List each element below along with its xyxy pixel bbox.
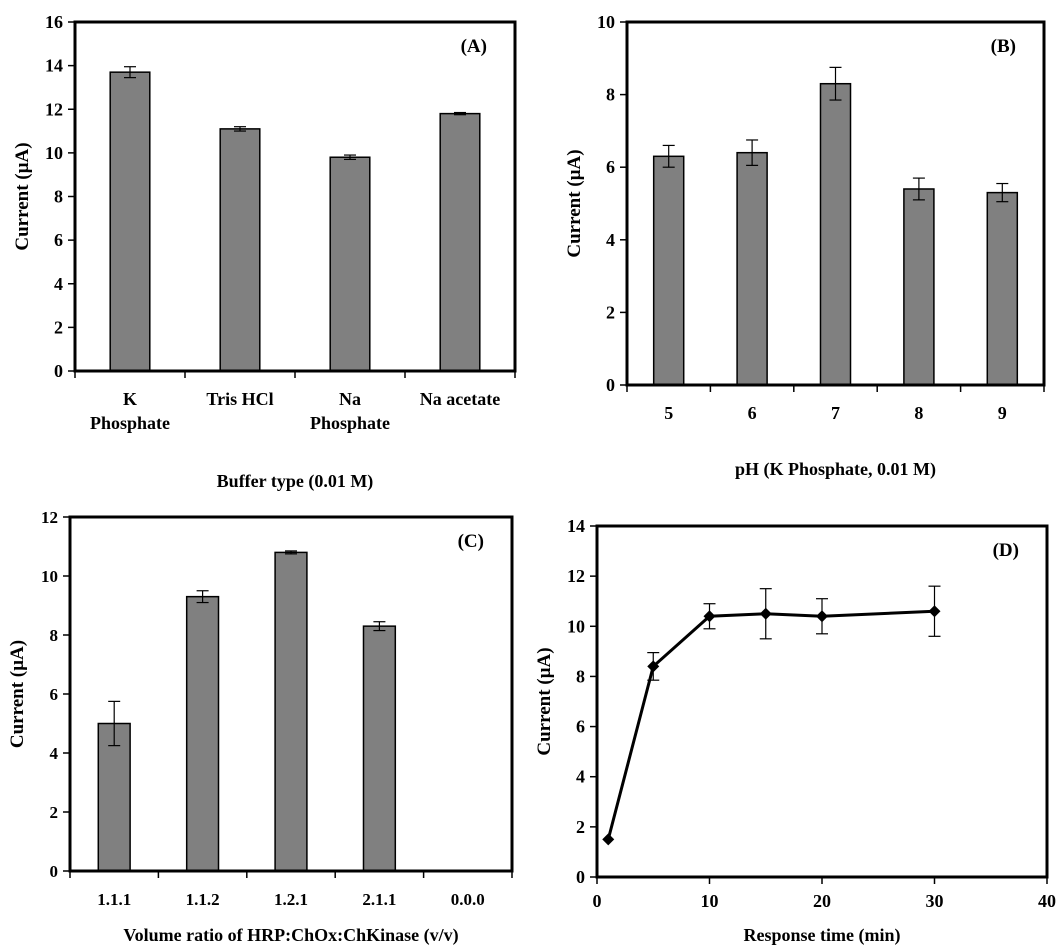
x-tick-label: 0 [593, 891, 602, 911]
y-tick-label: 10 [41, 567, 58, 586]
bar [986, 191, 1019, 386]
y-tick-label: 6 [54, 230, 63, 250]
y-tick-label: 0 [606, 375, 615, 395]
y-tick-label: 14 [567, 516, 585, 536]
bar [219, 128, 261, 372]
data-point [928, 605, 941, 618]
panel-label: (B) [991, 36, 1016, 57]
panel-label: (C) [458, 531, 484, 552]
x-tick-label: 30 [926, 891, 944, 911]
y-tick-label: 8 [576, 666, 585, 686]
y-tick-label: 6 [576, 717, 585, 737]
bar [903, 188, 935, 386]
y-tick-label: 4 [54, 274, 63, 294]
y-tick-label: 8 [54, 187, 63, 207]
x-tick-label: 2.1.1 [362, 890, 396, 909]
x-tick-label: 10 [701, 891, 719, 911]
plot-frame [595, 524, 1049, 879]
y-tick-label: 10 [45, 143, 63, 163]
plot-frame [73, 20, 517, 373]
y-tick-label: 8 [50, 626, 59, 645]
series-line [606, 609, 935, 840]
panel-label: (A) [461, 36, 487, 57]
x-tick-label: Na acetate [420, 389, 500, 409]
x-tick-label: K [123, 389, 137, 409]
y-axis-label: Current (µA) [7, 640, 28, 748]
y-axis-label: Current (µA) [534, 647, 555, 755]
plot-frame [68, 515, 514, 873]
y-tick-label: 4 [50, 744, 59, 763]
y-tick-label: 0 [54, 361, 63, 381]
bar [362, 625, 397, 872]
y-tick-label: 2 [54, 317, 63, 337]
x-tick-label: Phosphate [90, 413, 170, 433]
y-axis-label: Current (µA) [564, 149, 585, 257]
x-tick-label: Tris HCl [206, 389, 273, 409]
chart-panel-4: 0 2 4 6 8 10 12 14 Current (µA) 0 10 20 30 40 Response… [534, 516, 1056, 946]
chart-panel-1: 0 2 4 6 8 10 12 14 16 Current (µA) K Phosphate Tris … [12, 12, 517, 492]
bar [274, 551, 308, 872]
y-tick-label: 2 [50, 803, 59, 822]
x-tick-label: 0.0.0 [451, 890, 485, 909]
bar [819, 82, 852, 386]
x-tick-label: Phosphate [310, 413, 390, 433]
y-tick-label: 2 [606, 302, 615, 322]
panel-label: (D) [993, 540, 1019, 561]
y-axis-label: Current (µA) [12, 142, 33, 250]
x-axis-label: Buffer type (0.01 M) [217, 471, 374, 492]
y-tick-label: 4 [576, 767, 585, 787]
bar [652, 155, 685, 386]
y-tick-label: 12 [45, 99, 63, 119]
x-tick-label: 7 [831, 403, 840, 423]
data-point [703, 610, 716, 623]
bar [185, 595, 220, 872]
chart-panel-3: 0 2 4 6 8 10 12 Current (µA) 1.1.1 1.1.2 1.2.1 2.1.… [7, 508, 514, 946]
data-point [602, 833, 615, 846]
bar [97, 722, 131, 872]
y-tick-label: 12 [567, 566, 585, 586]
y-tick-label: 4 [606, 230, 615, 250]
y-tick-label: 6 [50, 685, 59, 704]
plot-frame [625, 20, 1046, 387]
bar [329, 156, 371, 372]
x-axis-label: Response time (min) [744, 925, 901, 946]
x-axis-label: Volume ratio of HRP:ChOx:ChKinase (v/v) [123, 925, 458, 946]
y-tick-label: 6 [606, 157, 615, 177]
data-point [759, 607, 772, 620]
y-tick-label: 2 [576, 817, 585, 837]
bar [736, 151, 768, 386]
y-tick-label: 0 [50, 862, 59, 881]
y-tick-label: 8 [606, 85, 615, 105]
data-point [647, 660, 660, 673]
y-tick-label: 10 [567, 616, 585, 636]
y-tick-label: 0 [576, 867, 585, 887]
y-tick-label: 10 [597, 12, 615, 32]
x-tick-label: 1.2.1 [274, 890, 308, 909]
x-tick-label: 1.1.1 [97, 890, 131, 909]
bar [109, 71, 151, 372]
x-tick-label: Na [339, 389, 361, 409]
x-tick-label: 9 [998, 403, 1007, 423]
x-tick-label: 8 [914, 403, 923, 423]
x-tick-label: 40 [1038, 891, 1056, 911]
y-tick-label: 12 [41, 508, 58, 527]
y-tick-label: 16 [45, 12, 63, 32]
x-tick-label: 20 [813, 891, 831, 911]
data-point [816, 610, 828, 623]
x-tick-label: 1.1.2 [186, 890, 220, 909]
x-axis-label: pH (K Phosphate, 0.01 M) [735, 459, 936, 480]
y-tick-label: 14 [45, 56, 63, 76]
chart-panel-2: 0 2 4 6 8 10 Current (µA) 5 6 7 8 9 pH (K Phosphate,… [564, 12, 1046, 480]
bar [439, 112, 481, 372]
x-tick-label: 5 [664, 403, 673, 423]
x-tick-label: 6 [748, 403, 757, 423]
